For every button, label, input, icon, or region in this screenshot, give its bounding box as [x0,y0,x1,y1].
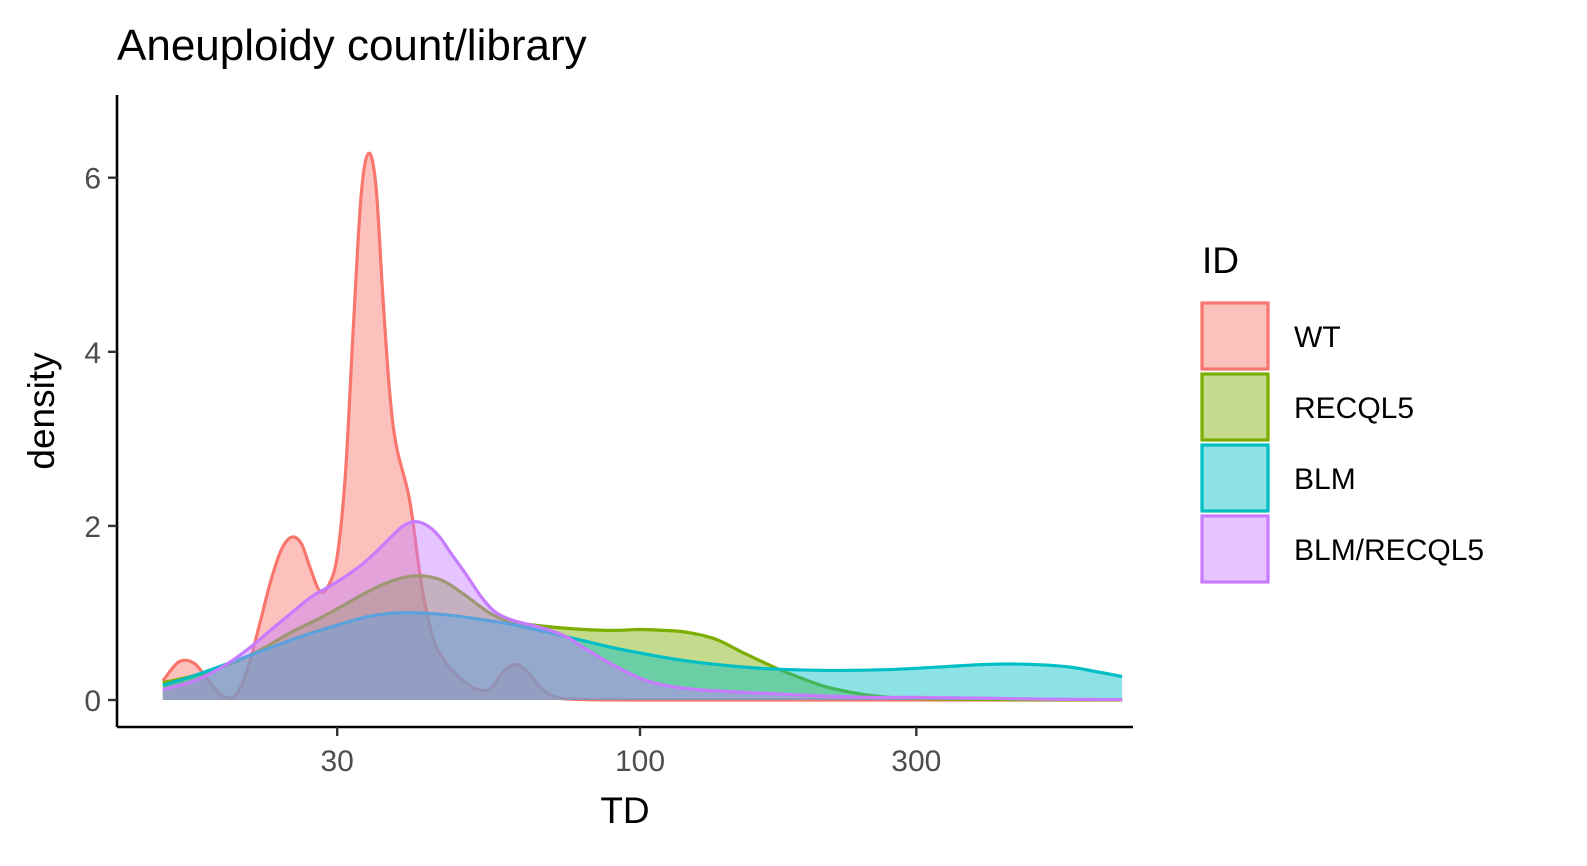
x-tick-label: 300 [891,745,941,778]
legend: ID WT RECQL5 BLM BLM/RECQL5 [1200,240,1484,584]
legend-key-recql5 [1200,372,1270,442]
legend-key-blm [1200,443,1270,513]
legend-key-blm-recql5 [1200,514,1270,584]
density-line-recql5 [162,574,1123,702]
density-line-blm [162,611,1123,687]
legend-label-recql5: RECQL5 [1294,392,1414,425]
legend-label-wt: WT [1294,321,1341,354]
x-tick-label: 100 [615,745,665,778]
y-tick-label: 6 [84,163,101,196]
y-tick-label: 4 [84,337,101,370]
legend-label-blm-recql5: BLM/RECQL5 [1294,534,1484,567]
density-line-wt [161,151,1123,702]
density-areas [161,151,1123,702]
legend-title: ID [1202,240,1239,281]
x-axis-ticks: 30 100 300 [321,727,941,778]
density-area-recql5 [162,575,1123,701]
legend-key-wt [1200,301,1270,371]
legend-label-blm: BLM [1294,463,1356,496]
density-area-blm-recql5 [162,521,1123,701]
chart-title: Aneuploidy count/library [117,21,587,70]
y-axis-title: density [21,352,62,470]
y-axis-ticks: 0 2 4 6 [84,163,117,718]
density-area-wt [162,153,1123,701]
x-tick-label: 30 [321,745,354,778]
y-tick-label: 0 [84,685,101,718]
density-line-blm-recql5 [162,519,1123,702]
y-tick-label: 2 [84,511,101,544]
density-area-blm [162,612,1123,701]
x-axis-title: TD [600,790,649,831]
